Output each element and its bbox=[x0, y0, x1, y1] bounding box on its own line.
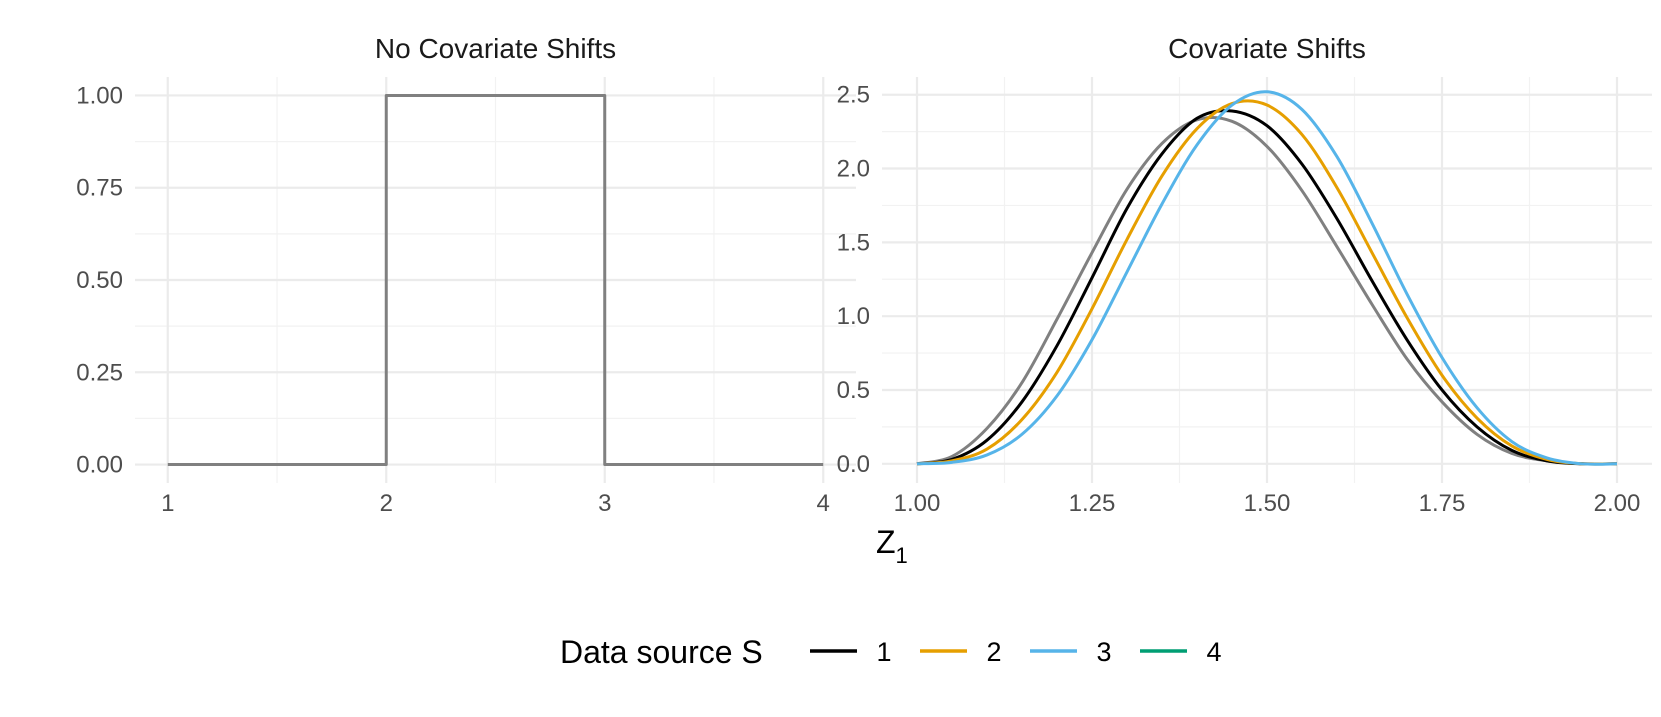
x-axis-label-main: Z bbox=[876, 524, 896, 560]
legend-label-3: 3 bbox=[1096, 637, 1111, 667]
x-tick-label: 1.50 bbox=[1244, 490, 1291, 517]
series-line-2 bbox=[916, 109, 1618, 466]
legend-title: Data source S bbox=[560, 634, 763, 670]
x-tick-label: 1.00 bbox=[894, 490, 941, 517]
series-left bbox=[167, 93, 824, 467]
y-tick-label: 1.5 bbox=[837, 229, 870, 256]
y-tick-label: 2.0 bbox=[837, 156, 870, 183]
panel-title-left: No Covariate Shifts bbox=[375, 33, 616, 64]
x-ticks-right: 1.00 1.25 1.50 1.75 2.00 bbox=[894, 490, 1641, 517]
x-tick-label: 3 bbox=[598, 490, 611, 517]
series-right bbox=[916, 90, 1618, 466]
y-tick-label: 0.0 bbox=[837, 451, 870, 478]
legend: Data source S 1 2 3 4 bbox=[560, 634, 1222, 670]
y-tick-label: 1.0 bbox=[837, 303, 870, 330]
x-tick-label: 2.00 bbox=[1594, 490, 1641, 517]
x-tick-label: 1.75 bbox=[1419, 490, 1466, 517]
x-tick-label: 2 bbox=[380, 490, 393, 517]
panel-covariate-shifts: 1.00 1.25 1.50 1.75 2.00 0.00.51.01.52.02.5 … bbox=[837, 33, 1652, 517]
y-tick-label: 0.50 bbox=[76, 267, 123, 294]
x-tick-label: 1 bbox=[161, 490, 174, 517]
series-line-1 bbox=[167, 93, 824, 467]
x-axis-label: Z1 bbox=[876, 524, 908, 568]
legend-items: 1 2 3 4 bbox=[810, 637, 1222, 667]
legend-label-1: 1 bbox=[876, 637, 891, 667]
y-tick-label: 0.25 bbox=[76, 359, 123, 386]
grid-right bbox=[882, 77, 1652, 483]
y-tick-label: 2.5 bbox=[837, 82, 870, 109]
series-line-4 bbox=[916, 90, 1618, 466]
series-line-3 bbox=[916, 99, 1618, 466]
y-ticks-left: 0.00 0.25 0.50 0.75 1.00 bbox=[76, 82, 123, 478]
x-tick-label: 4 bbox=[817, 490, 830, 517]
legend-label-4: 4 bbox=[1206, 637, 1221, 667]
grid-left bbox=[135, 77, 856, 483]
y-ticks-right: 0.0 0.5 1.0 1.5 2.0 2.5 bbox=[837, 82, 870, 478]
legend-label-2: 2 bbox=[986, 637, 1001, 667]
panel-title-right: Covariate Shifts bbox=[1168, 33, 1366, 64]
x-tick-label: 1.25 bbox=[1069, 490, 1116, 517]
y-tick-label: 1.00 bbox=[76, 82, 123, 109]
x-ticks-left: 1 2 3 4 bbox=[161, 490, 830, 517]
panel-no-covariate-shifts: 1 2 3 4 0.00 0.25 0.50 0.75 1.00 No Covariate S… bbox=[76, 33, 856, 517]
y-tick-label: 0.00 bbox=[76, 452, 123, 479]
series-line-1 bbox=[916, 115, 1618, 466]
y-tick-label: 0.75 bbox=[76, 175, 123, 202]
x-axis-label-subscript: 1 bbox=[896, 543, 908, 568]
y-tick-label: 0.5 bbox=[837, 377, 870, 404]
